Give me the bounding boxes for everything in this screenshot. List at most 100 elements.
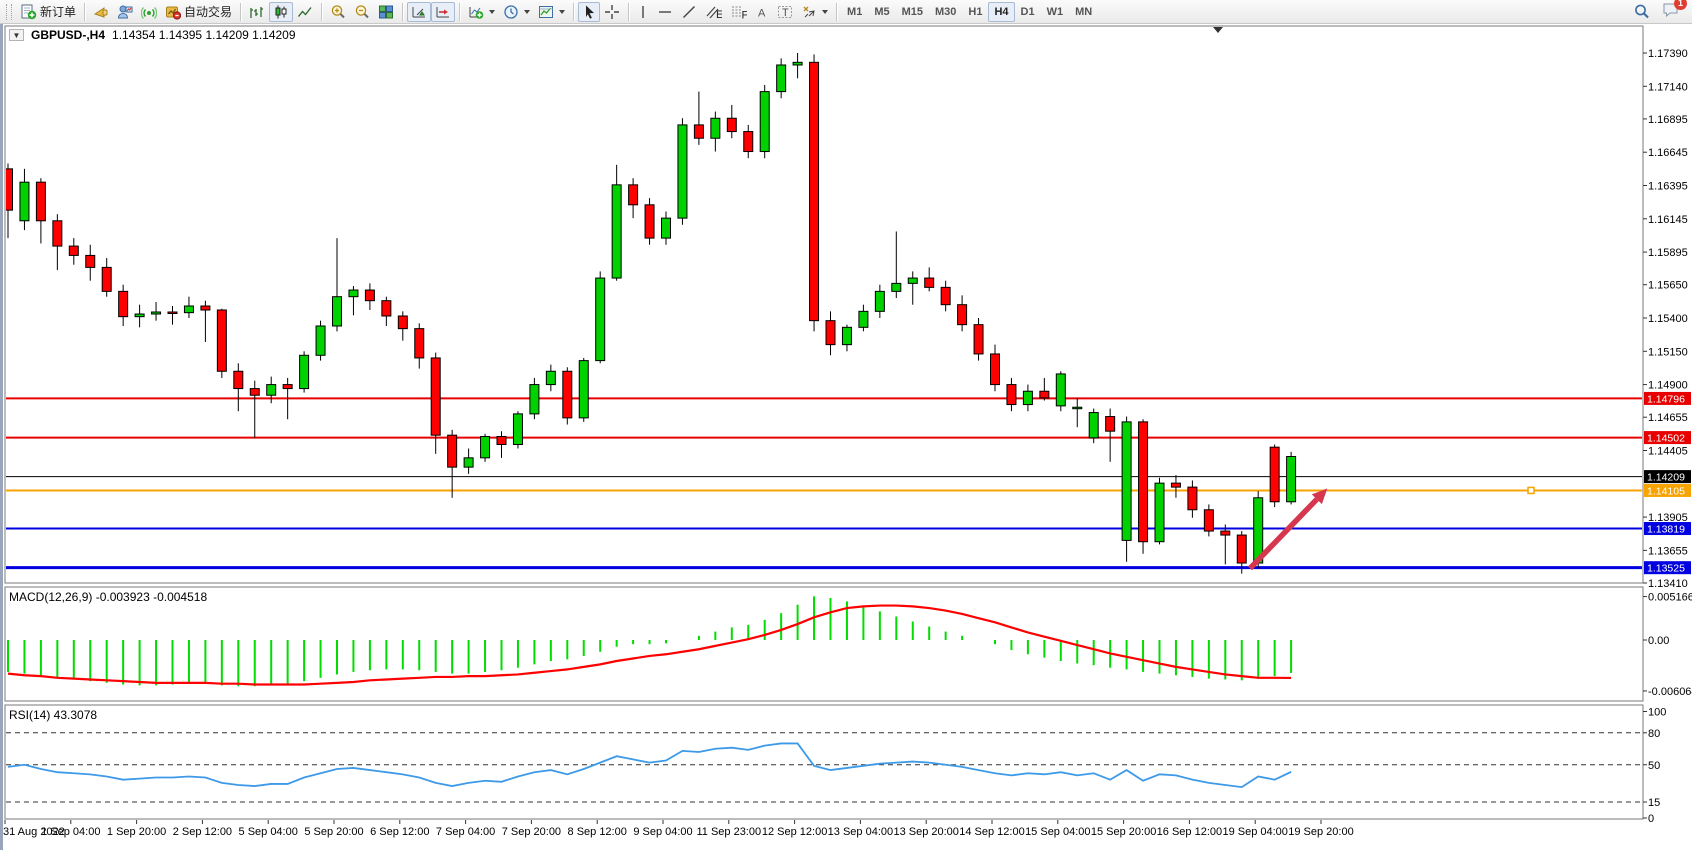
zoom-in-button[interactable]: [326, 2, 350, 22]
chart-dropdown-button[interactable]: ▼: [9, 29, 24, 41]
svg-text:11 Sep 23:00: 11 Sep 23:00: [696, 826, 761, 838]
svg-text:7 Sep 04:00: 7 Sep 04:00: [436, 826, 495, 838]
svg-text:1.14405: 1.14405: [1648, 446, 1688, 458]
price-chart[interactable]: 1.17390 1.17140 1.16895 1.16645 1.16395 1.161…: [0, 24, 1692, 850]
chart-shift-button[interactable]: [431, 1, 456, 22]
price-axis[interactable]: 1.17390 1.17140 1.16895 1.16645 1.16395 1.161…: [1643, 48, 1691, 590]
cursor-button[interactable]: [578, 1, 601, 22]
text-icon: A: [758, 7, 766, 19]
chart-line-button[interactable]: [293, 2, 317, 22]
timeframe-button-M1[interactable]: M1: [841, 2, 868, 22]
chat-badge: 1: [1674, 0, 1687, 10]
search-button[interactable]: [1629, 2, 1654, 22]
timeframe-button-M15[interactable]: M15: [896, 2, 929, 22]
dropdown-caret-icon: [559, 9, 566, 14]
horizontal-line-button[interactable]: [653, 2, 677, 22]
arrows-button[interactable]: [797, 2, 832, 22]
svg-text:1.13819: 1.13819: [1647, 524, 1685, 536]
svg-text:15 Sep 20:00: 15 Sep 20:00: [1091, 826, 1156, 838]
chart-window: 1.17390 1.17140 1.16895 1.16645 1.16395 1.161…: [0, 24, 1692, 850]
templates-icon: [539, 5, 554, 18]
svg-text:1 Sep 04:00: 1 Sep 04:00: [41, 826, 100, 838]
svg-text:1.17140: 1.17140: [1648, 81, 1688, 93]
templates-button[interactable]: [534, 2, 569, 22]
svg-text:1.14105: 1.14105: [1647, 485, 1685, 497]
community-button[interactable]: [113, 2, 137, 22]
toolbar-grip[interactable]: [6, 3, 12, 20]
trend-arrow-annotation: [1247, 488, 1328, 571]
price-label: [1644, 431, 1691, 445]
zoom-out-button[interactable]: [350, 2, 374, 22]
chart-shift-marker: [1213, 27, 1223, 33]
svg-text:12 Sep 12:00: 12 Sep 12:00: [762, 826, 827, 838]
macd-layer: [7, 596, 1293, 687]
timeframe-button-W1[interactable]: W1: [1041, 2, 1070, 22]
autoscroll-button[interactable]: [407, 1, 432, 22]
tile-windows-button[interactable]: [374, 2, 398, 22]
chart-bars-button[interactable]: [245, 2, 269, 22]
separator: [402, 2, 404, 21]
svg-text:1.16895: 1.16895: [1648, 114, 1688, 126]
chart-title-bar: ▼ GBPUSD-,H4 1.14354 1.14395 1.14209 1.1…: [9, 28, 296, 42]
vertical-line-icon: [642, 5, 644, 18]
autotrading-button[interactable]: 自动交易: [161, 2, 236, 22]
timeframe-button-MN[interactable]: MN: [1069, 2, 1098, 22]
svg-text:1 Sep 20:00: 1 Sep 20:00: [107, 826, 166, 838]
svg-text:E: E: [716, 9, 722, 20]
timeframe-button-H1[interactable]: H1: [962, 2, 988, 22]
trendline-button[interactable]: [677, 2, 701, 22]
periods-button[interactable]: [499, 2, 534, 22]
crosshair-icon: [605, 4, 620, 19]
rsi-title: RSI(14) 43.3078: [9, 708, 97, 722]
svg-text:15: 15: [1648, 797, 1660, 809]
timeframe-button-M5[interactable]: M5: [868, 2, 895, 22]
text-button[interactable]: A: [751, 2, 773, 22]
svg-text:19 Sep 04:00: 19 Sep 04:00: [1222, 826, 1287, 838]
chart-candles-button[interactable]: [269, 1, 294, 22]
crosshair-button[interactable]: [600, 2, 624, 22]
chat-button[interactable]: 1: [1662, 0, 1687, 23]
macd-panel: [4, 586, 1644, 702]
tile-windows-icon: [379, 5, 394, 18]
svg-text:2 Sep 12:00: 2 Sep 12:00: [173, 826, 232, 838]
indicators-button[interactable]: [464, 2, 499, 22]
alerts-icon: [93, 6, 108, 18]
svg-text:1.17390: 1.17390: [1648, 48, 1688, 60]
signals-button[interactable]: [137, 2, 161, 22]
svg-text:1.16395: 1.16395: [1648, 181, 1688, 193]
bar-chart-icon: [250, 6, 264, 18]
channel-button[interactable]: E: [701, 2, 726, 22]
rsi-panel: [4, 704, 1644, 820]
autotrading-label: 自动交易: [184, 5, 233, 19]
line-chart-icon: [297, 6, 312, 17]
fibonacci-button[interactable]: F: [726, 2, 751, 22]
zoom-in-icon: [331, 4, 345, 18]
svg-text:A: A: [758, 7, 766, 19]
community-icon: [118, 5, 133, 18]
svg-text:5 Sep 20:00: 5 Sep 20:00: [304, 826, 363, 838]
vertical-line-button[interactable]: [633, 2, 653, 22]
separator: [573, 2, 575, 21]
svg-text:1.14502: 1.14502: [1647, 433, 1685, 445]
svg-text:1.15895: 1.15895: [1648, 247, 1688, 259]
svg-text:1.13655: 1.13655: [1648, 545, 1688, 557]
alerts-button[interactable]: [89, 2, 113, 22]
svg-text:19 Sep 20:00: 19 Sep 20:00: [1288, 826, 1353, 838]
new-order-button[interactable]: 新订单: [16, 2, 80, 22]
new-order-label: 新订单: [40, 5, 77, 19]
timeframe-button-H4[interactable]: H4: [988, 1, 1015, 22]
separator: [459, 2, 461, 21]
autoscroll-icon: [412, 6, 426, 17]
price-label: [1644, 522, 1691, 536]
text-label-button[interactable]: T: [773, 2, 797, 22]
line-handle: [1527, 486, 1535, 495]
separator: [321, 2, 323, 21]
timeframe-button-M30[interactable]: M30: [929, 2, 962, 22]
rsi-label: RSI(14) 43.3078: [9, 708, 98, 722]
svg-text:1.13410: 1.13410: [1648, 578, 1688, 590]
new-order-icon: [21, 4, 37, 19]
svg-text:1.14900: 1.14900: [1648, 380, 1688, 392]
svg-text:1.15400: 1.15400: [1648, 313, 1688, 325]
timeframe-button-D1[interactable]: D1: [1015, 2, 1041, 22]
